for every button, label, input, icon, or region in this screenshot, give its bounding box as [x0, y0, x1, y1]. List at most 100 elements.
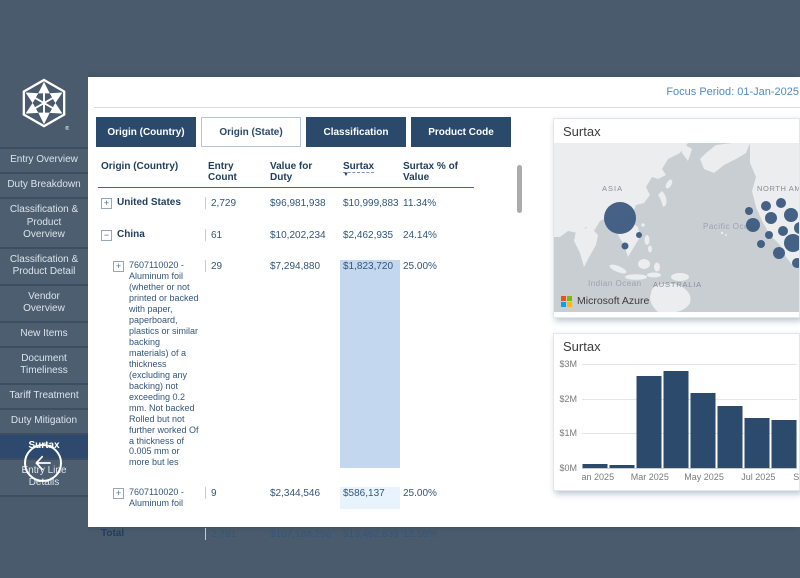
value-for-duty-cell: $107,184,256	[270, 529, 332, 541]
expand-plus-icon[interactable]: +	[113, 488, 124, 500]
entry-count-cell: 61	[205, 228, 267, 241]
bar-aug-2025[interactable]	[771, 420, 797, 468]
tab-product-code[interactable]: Product Code	[411, 117, 511, 147]
sidebar-item-new-items[interactable]: New Items	[0, 322, 88, 346]
map-data-bubble[interactable]	[761, 201, 771, 211]
map-data-bubble[interactable]	[794, 222, 799, 234]
map-label-indian-ocean: Indian Ocean	[588, 279, 642, 288]
sidebar-item-vendor-overview[interactable]: Vendor Overview	[0, 285, 88, 321]
column-header-origin-country[interactable]: Origin (Country)	[98, 161, 205, 172]
table-row[interactable]: +7607110020 - Aluminum foil 9 $2,344,546 $5…	[98, 478, 474, 519]
row-name: 7607110020 - Aluminum foil (whether or n…	[129, 260, 199, 468]
sidebar-item-tariff-treatment[interactable]: Tariff Treatment	[0, 384, 88, 408]
column-header-label: Origin (Country)	[101, 161, 179, 172]
row-name: Total	[101, 528, 125, 540]
bar-mar-2025[interactable]	[636, 376, 662, 468]
map-data-bubble[interactable]	[745, 207, 753, 215]
tab-origin-country[interactable]: Origin (Country)	[96, 117, 196, 147]
bar-chart: $3M $2M $1M $0M Jan 2025 Mar 2025 May 2025 Jul…	[554, 358, 799, 490]
back-button[interactable]	[24, 444, 62, 482]
sidebar-item-duty-mitigation[interactable]: Duty Mitigation	[0, 409, 88, 433]
row-name-wrap: − China	[101, 229, 202, 242]
map-data-bubble[interactable]	[765, 212, 777, 224]
tab-classification[interactable]: Classification	[306, 117, 406, 147]
column-header-label: Entry Count	[208, 161, 237, 183]
value-for-duty-cell: $10,202,234	[270, 229, 326, 241]
chart-y-axis: $3M $2M $1M $0M	[554, 359, 580, 473]
column-header-surtax[interactable]: Surtax ▼	[340, 161, 400, 178]
row-name-cell: +7607110020 - Aluminum foil	[98, 487, 205, 509]
report-header: Focus Period: 01-Jan-2025	[94, 77, 800, 108]
map-data-bubble[interactable]	[621, 242, 629, 250]
bar-feb-2025[interactable]	[609, 464, 635, 468]
map-label-asia: ASIA	[602, 184, 623, 193]
entry-count-cell: 2,729	[205, 197, 267, 209]
sidebar-item-classification-product-overview[interactable]: Classification & Product Overview	[0, 199, 88, 247]
map-data-bubble[interactable]	[773, 247, 785, 259]
y-axis-tick-label: $3M	[559, 359, 577, 369]
chart-gridline	[582, 364, 797, 365]
chart-gridline	[582, 468, 797, 469]
x-axis-tick-label: Mar 2025	[630, 472, 669, 482]
sidebar-item-entry-overview[interactable]: Entry Overview	[0, 149, 88, 172]
map-label-australia: AUSTRALIA	[653, 280, 702, 289]
surtax-cell: $10,999,883	[343, 198, 399, 209]
map-data-bubble[interactable]	[792, 258, 799, 268]
hexagon-logo-icon: ®	[19, 76, 70, 137]
y-axis-tick-label: $0M	[559, 463, 577, 473]
table-total-row[interactable]: Total 2,791 $107,184,256 $13,462,839 12.56%	[98, 519, 474, 551]
map-attribution: Microsoft Azure	[561, 295, 649, 307]
table-row[interactable]: − China 61 $10,202,234 $2,462,935 24.14%	[98, 220, 474, 252]
table-row[interactable]: +7607110020 - Aluminum foil (whether or …	[98, 251, 474, 478]
map-data-bubble[interactable]	[746, 218, 760, 232]
y-axis-tick-label: $2M	[559, 393, 577, 404]
map-data-bubble[interactable]	[776, 198, 786, 208]
table-row[interactable]: + United States 2,729 $96,981,938 $10,999,88…	[98, 188, 474, 220]
surtax-pct-cell: 12.56%	[403, 529, 437, 541]
row-name-cell: + United States	[98, 197, 205, 210]
column-header-entry-count[interactable]: Entry Count	[205, 161, 267, 183]
map-data-bubble[interactable]	[757, 240, 765, 248]
column-header-surtax-of-value[interactable]: Surtax % of Value	[400, 161, 464, 183]
bar-may-2025[interactable]	[690, 393, 716, 468]
bar-jun-2025[interactable]	[717, 405, 743, 468]
map-data-bubble[interactable]	[636, 232, 642, 238]
x-axis-tick-label: Jul 2025	[741, 472, 776, 482]
collapse-minus-icon[interactable]: −	[101, 229, 112, 241]
map-data-bubble[interactable]	[778, 226, 788, 236]
expand-plus-icon[interactable]: +	[101, 198, 112, 209]
microsoft-logo-icon	[561, 295, 572, 307]
map-label-north-america: NORTH AMERICA	[757, 184, 799, 193]
svg-text:®: ®	[65, 125, 69, 132]
focus-period-label: Focus Period: 01-Jan-2025	[666, 86, 799, 98]
sidebar-item-classification-product-detail[interactable]: Classification & Product Detail	[0, 248, 88, 284]
bar-apr-2025[interactable]	[663, 370, 689, 468]
world-map[interactable]: ASIA NORTH AMERICA Pacific Ocean Indian …	[554, 143, 799, 312]
x-axis-tick-label: May 2025	[684, 472, 724, 482]
expand-plus-icon[interactable]: +	[113, 261, 124, 272]
column-header-value-for-duty[interactable]: Value for Duty	[267, 161, 340, 183]
surtax-cell: $13,462,839	[343, 529, 399, 541]
bar-jan-2025[interactable]	[582, 463, 608, 468]
row-name-wrap: +7607110020 - Aluminum foil	[101, 487, 202, 509]
sort-desc-icon: ▼	[343, 172, 349, 178]
map-data-bubble[interactable]	[784, 234, 799, 252]
map-data-bubble[interactable]	[765, 231, 773, 239]
chart-gridline	[582, 433, 797, 435]
chart-panel-title: Surtax	[563, 339, 601, 354]
map-landmasses	[554, 143, 799, 312]
sidebar-item-document-timeliness[interactable]: Document Timeliness	[0, 347, 88, 383]
x-axis-tick-label: Sep 2025	[793, 472, 799, 482]
chart-panel: Surtax $3M $2M $1M $0M Jan 2025 Mar 2025 May …	[553, 333, 800, 491]
map-data-bubble[interactable]	[604, 202, 636, 234]
table-scrollbar[interactable]	[517, 165, 522, 213]
bar-jul-2025[interactable]	[744, 417, 770, 468]
row-name: 7607110020 - Aluminum foil	[129, 487, 184, 509]
map-data-bubble[interactable]	[784, 208, 798, 222]
sidebar-nav: Entry Overview Duty Breakdown Classificati…	[0, 147, 88, 497]
row-name-cell: +7607110020 - Aluminum foil (whether or …	[98, 260, 205, 468]
map-panel-title: Surtax	[563, 124, 601, 139]
sidebar-item-duty-breakdown[interactable]: Duty Breakdown	[0, 174, 88, 197]
tab-origin-state[interactable]: Origin (State)	[201, 117, 301, 147]
